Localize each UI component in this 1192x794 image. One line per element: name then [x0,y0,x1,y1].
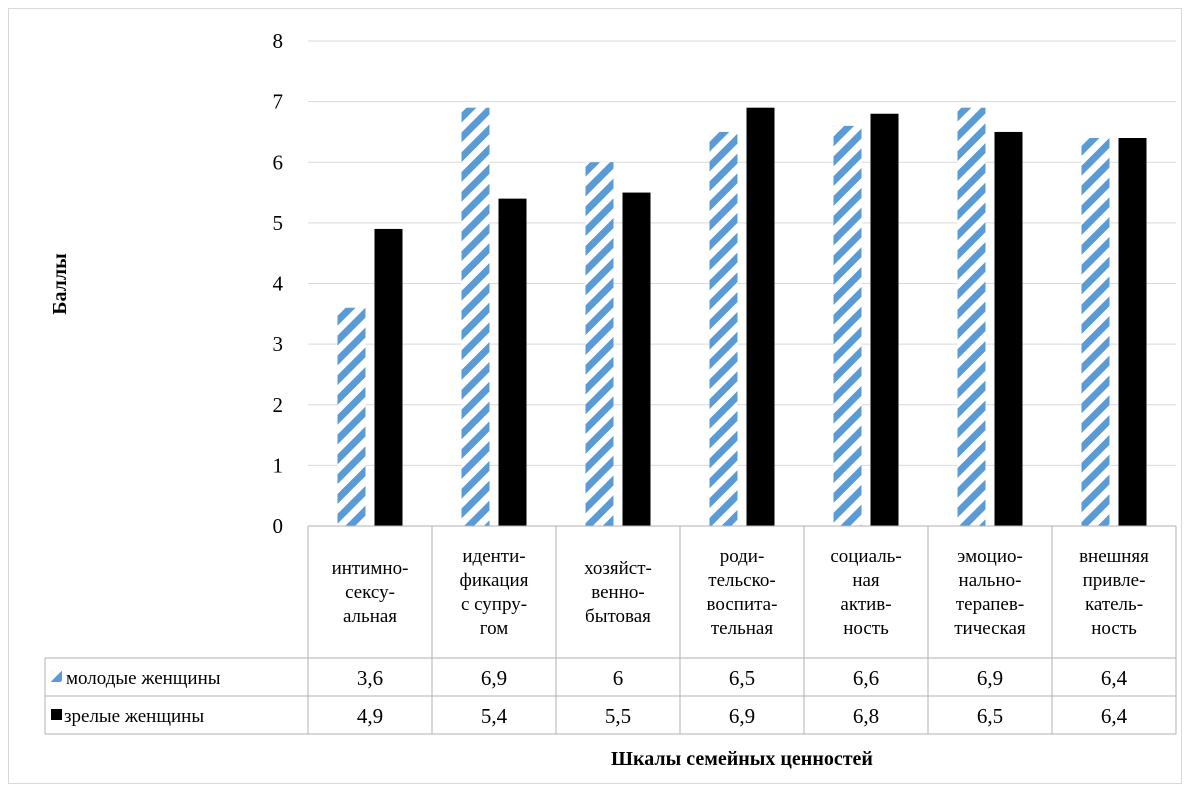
y-tick-label: 8 [273,29,284,53]
y-tick-label: 6 [273,150,284,174]
bar-young-women [1081,138,1110,526]
bar-young-women [337,307,366,526]
table-cell-value: 5,4 [481,704,508,728]
category-label-line: иденти- [462,546,525,567]
bar-mature-women [374,228,403,526]
category-label-line: нально- [959,570,1022,591]
category-label-line: ная [852,570,880,591]
category-label-line: эмоцио- [957,546,1023,567]
category-label-line: гом [480,618,508,639]
bar-mature-women [994,131,1023,526]
bar-mature-women [1118,138,1147,526]
bar-young-women [833,125,862,526]
bar-young-women [585,162,614,526]
bar-mature-women [746,107,775,526]
category-label-line: тическая [954,618,1026,639]
category-label: иденти-фикация с супру-гом [460,546,529,639]
bar-mature-women [622,192,651,526]
category-label-line: привле- [1083,570,1146,591]
category-label-line: актив- [840,594,891,615]
table-cell-value: 6,6 [853,666,879,690]
y-axis-title: Баллы [49,253,71,315]
table-cell-value: 4,9 [357,704,383,728]
y-axis-ticks: 0 1 2 3 4 5 6 7 8 [273,29,284,538]
category-label-line: альная [343,606,397,627]
bars [337,107,1147,526]
table-cell-value: 6,5 [977,704,1003,728]
y-tick-label: 5 [273,211,284,235]
bar-young-women [957,107,986,526]
category-label-line: сексу- [345,582,395,603]
y-tick-label: 0 [273,514,284,538]
category-label-line: катель- [1085,594,1143,615]
category-label-line: хозяйст- [584,558,652,579]
category-label-line: роди- [720,546,765,567]
legend-key-mature-women [51,709,62,720]
data-table: интимно-сексу-альная иденти-фикация с супр… [44,525,1177,735]
y-tick-label: 7 [273,90,284,114]
x-axis-title: Шкалы семейных ценностей [611,748,873,770]
category-label-line: интимно- [332,558,409,579]
category-label-line: бытовая [585,606,651,627]
table-cell-value: 6,4 [1101,666,1128,690]
category-label-line: социаль- [830,546,901,567]
category-label-line: ность [843,618,889,639]
legend-key-young-women [51,671,62,682]
category-label: внешняя привле-катель-ность [1079,546,1149,639]
bar-young-women [709,131,738,526]
category-label: интимно-сексу-альная [332,558,409,627]
y-tick-label: 2 [273,393,284,417]
bar-mature-women [498,198,527,526]
table-cell-value: 6,4 [1101,704,1128,728]
y-tick-label: 1 [273,453,284,477]
table-cell-value: 5,5 [605,704,631,728]
y-tick-label: 3 [273,332,284,356]
table-cell-value: 3,6 [357,666,383,690]
legend-label: зрелые женщины [64,706,204,727]
legend-label: молодые женщины [66,668,221,689]
table-cell-value: 6,5 [729,666,755,690]
category-label-line: ность [1091,618,1137,639]
category-label-line: воспита- [707,594,778,615]
category-label: хозяйст-венно-бытовая [584,558,652,627]
y-tick-label: 4 [273,272,284,296]
table-cell-value: 6,9 [729,704,755,728]
table-cell-value: 6,9 [977,666,1003,690]
category-label-line: внешняя [1079,546,1149,567]
bar-young-women [461,107,490,526]
category-label-line: фикация [460,570,529,591]
category-label: роди-тельско-воспита-тельная [707,546,778,639]
category-label-line: тельско- [708,570,775,591]
category-label-line: терапев- [956,594,1024,615]
table-cell-value: 6 [613,666,624,690]
gridlines [308,40,1176,466]
category-label-line: тельная [711,618,773,639]
bar-mature-women [870,113,899,526]
category-label: эмоцио-нально-терапев-тическая [954,546,1026,639]
category-label-line: с супру- [461,594,527,615]
category-label: социаль-ная актив-ность [830,546,901,639]
table-cell-value: 6,8 [853,704,879,728]
table-cell-value: 6,9 [481,666,507,690]
category-label-line: венно- [591,582,644,603]
